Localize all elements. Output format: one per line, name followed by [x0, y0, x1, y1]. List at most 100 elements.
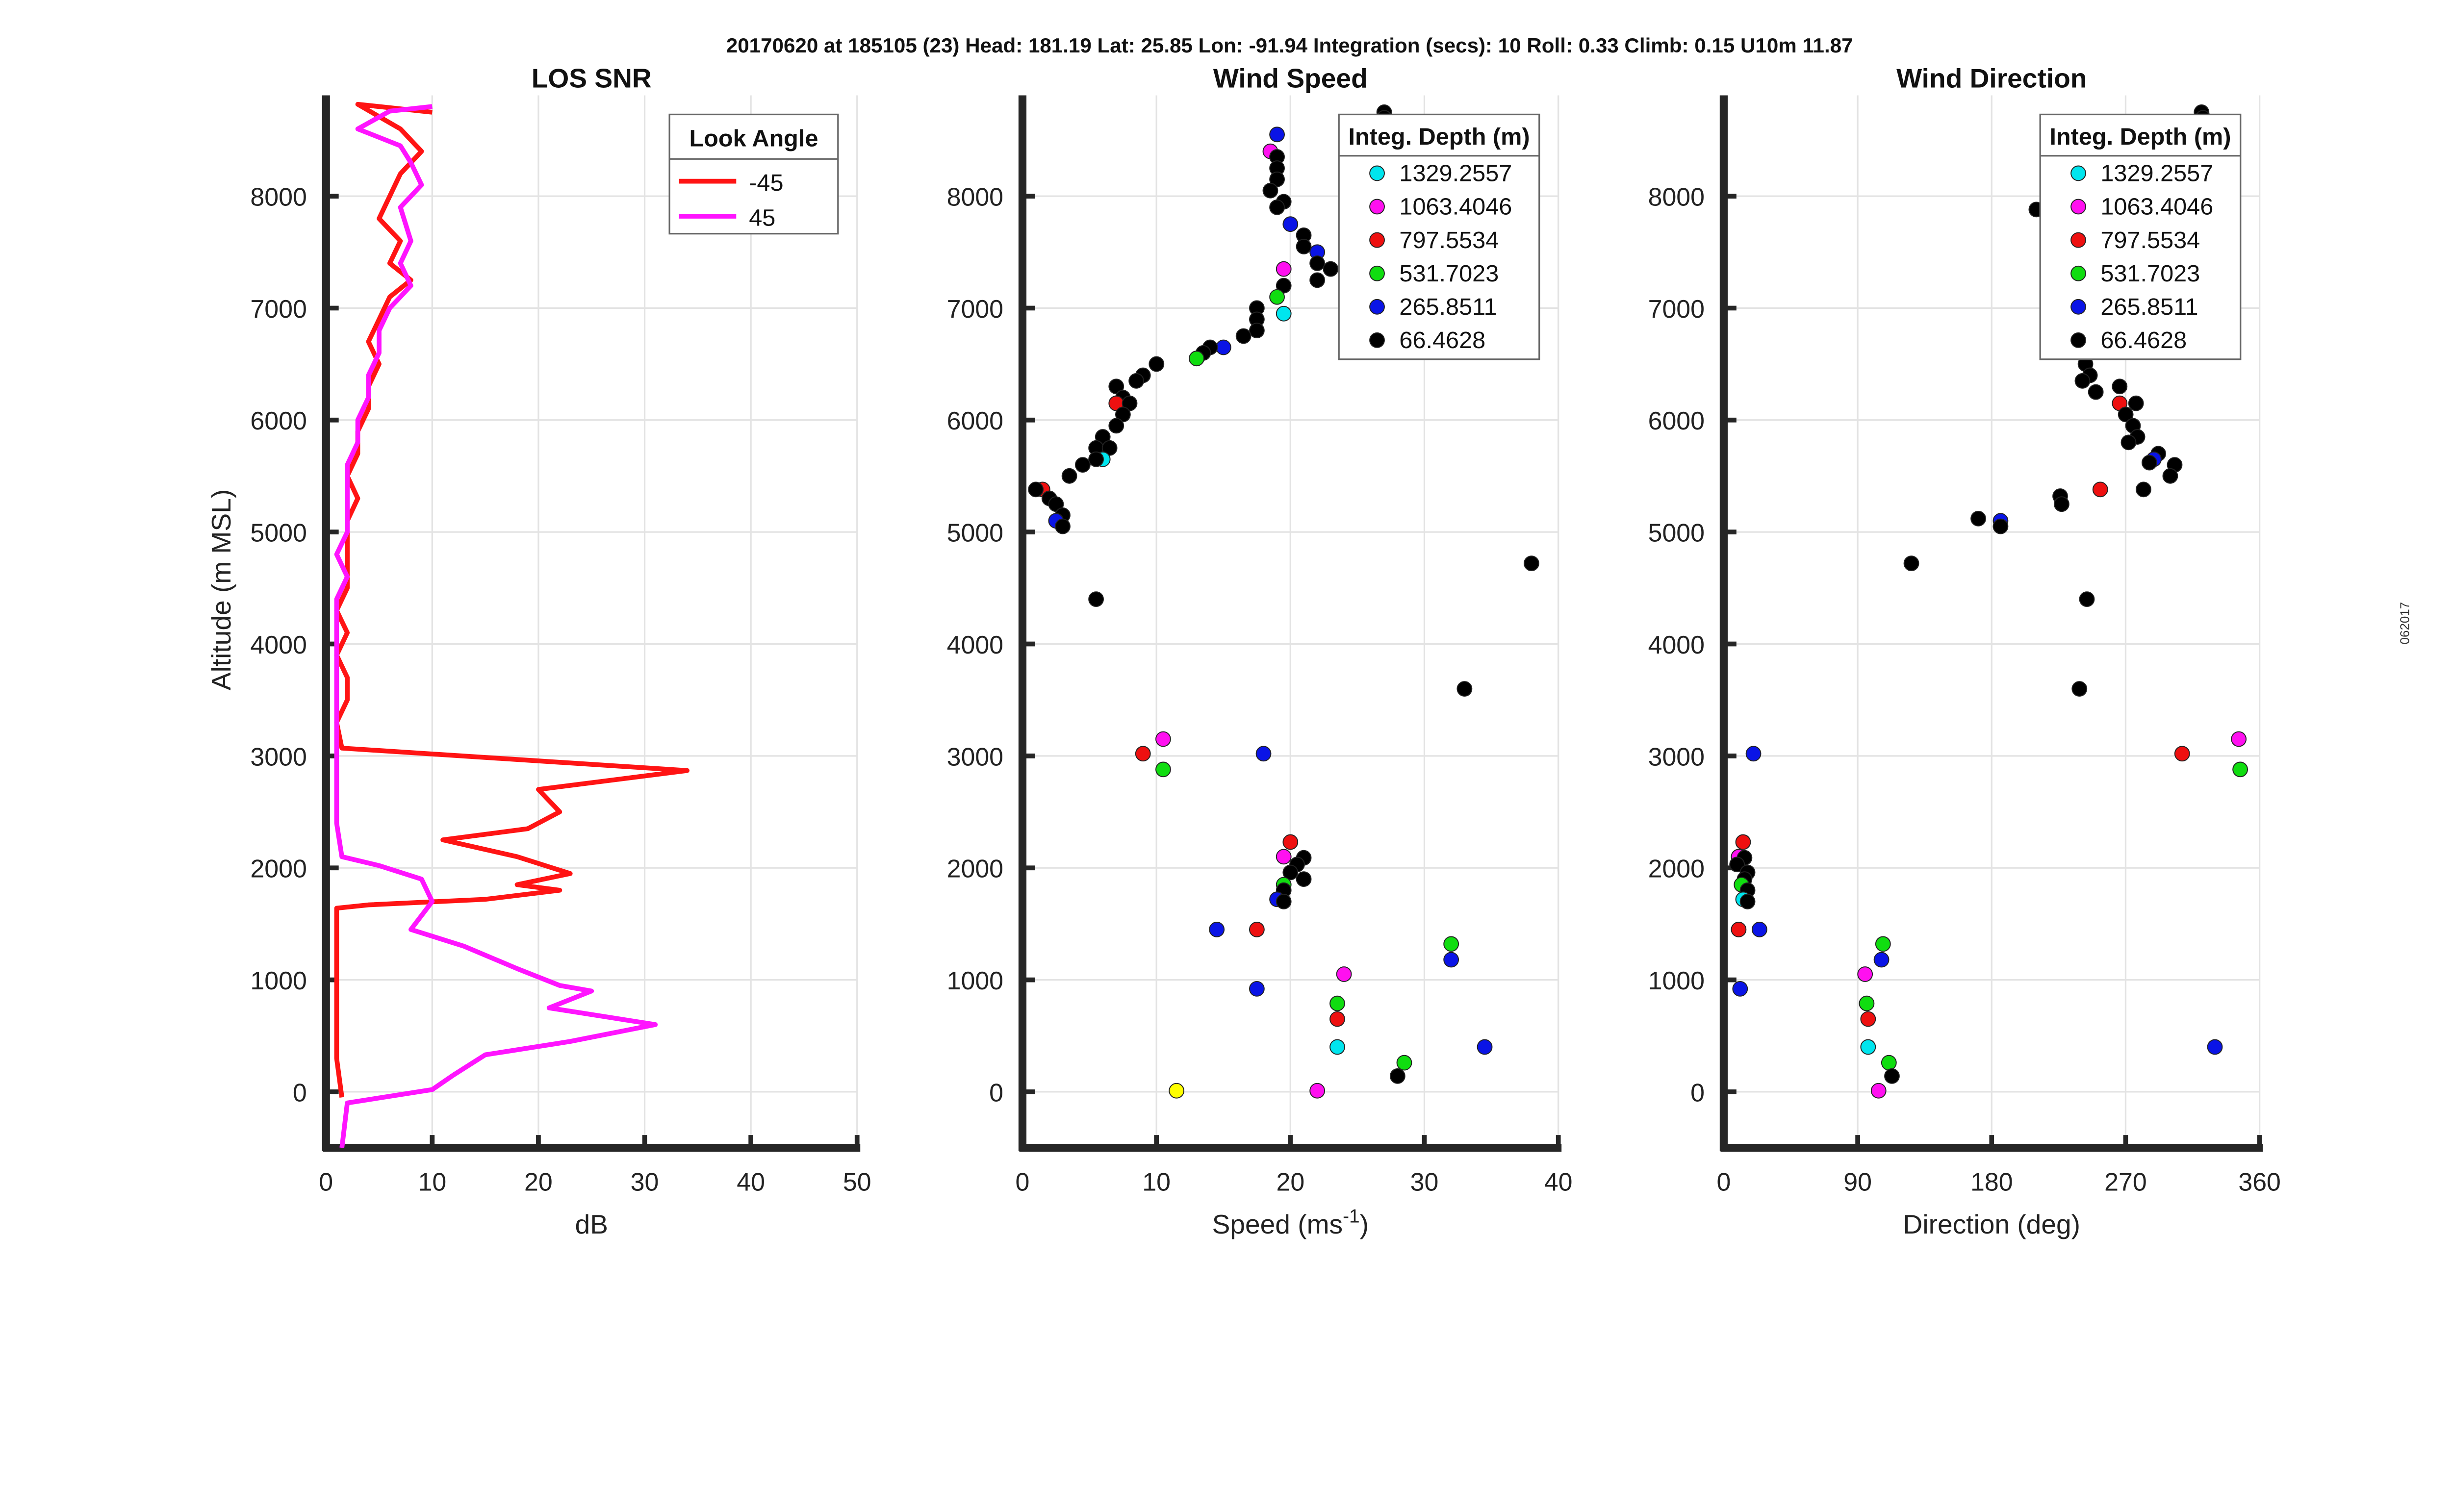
speed-x-label: Speed (ms-1) — [1212, 1206, 1369, 1240]
data-point-black — [1055, 518, 1071, 534]
data-point-blue — [1249, 981, 1265, 997]
x-tick-label: 10 — [418, 1168, 446, 1196]
y-tick-label: 4000 — [1648, 630, 1705, 659]
data-point-yellow — [1169, 1083, 1185, 1099]
x-tick-label: 0 — [319, 1168, 333, 1196]
data-point-green — [1443, 936, 1459, 952]
legend-swatch — [2070, 165, 2086, 181]
y-tick-label: 7000 — [1648, 295, 1705, 323]
y-tick-label: 2000 — [250, 855, 306, 883]
data-point-black — [1108, 418, 1124, 434]
x-tick-label: 270 — [2104, 1168, 2147, 1196]
data-point-magenta — [1276, 849, 1292, 865]
data-point-blue — [1255, 746, 1272, 762]
legend-swatch — [1369, 332, 1385, 348]
figure: 20170620 at 185105 (23) Head: 181.19 Lat… — [206, 34, 2412, 1239]
data-point-black — [2142, 454, 2157, 471]
snr-axes: 0 10 20 30 40 50 0 1000 2000 3000 4000 5000 6000 7000… — [206, 63, 871, 1239]
data-point-blue — [1873, 952, 1890, 968]
data-point-green — [1329, 995, 1345, 1011]
y-tick-label: 1000 — [1648, 966, 1705, 995]
data-point-green — [2232, 761, 2248, 778]
data-point-black — [1101, 440, 1118, 456]
data-point-black — [1992, 518, 2009, 534]
legend-swatch — [2070, 265, 2086, 281]
legend-label: 265.8511 — [2100, 294, 2198, 320]
data-point-red — [1735, 834, 1751, 850]
data-point-red — [1249, 922, 1265, 937]
y-tick-label: 0 — [293, 1078, 307, 1107]
speed-title: Wind Speed — [1213, 63, 1368, 93]
data-point-green — [1396, 1055, 1412, 1071]
data-point-black — [1088, 451, 1104, 467]
legend-swatch — [1369, 265, 1385, 281]
data-point-black — [1903, 555, 1919, 572]
data-point-magenta — [1155, 731, 1171, 747]
data-point-blue — [1443, 952, 1459, 968]
legend-swatch — [1369, 199, 1385, 215]
direction-x-label: Direction (deg) — [1903, 1209, 2080, 1239]
x-tick-label: 360 — [2238, 1168, 2281, 1196]
legend-swatch — [2070, 232, 2086, 248]
y-tick-label: 6000 — [250, 406, 306, 435]
legend-title: Integ. Depth (m) — [2049, 124, 2231, 150]
data-point-red — [1731, 922, 1747, 937]
y-tick-label: 6000 — [947, 406, 1003, 435]
y-tick-label: 6000 — [1648, 406, 1705, 435]
legend-label: 1063.4046 — [2100, 194, 2213, 220]
data-point-black — [1235, 328, 1252, 344]
data-point-blue — [2207, 1039, 2223, 1055]
y-tick-label: 5000 — [250, 519, 306, 547]
data-point-blue — [1215, 339, 1231, 355]
data-point-black — [1249, 323, 1265, 339]
snr-y-label: Altitude (m MSL) — [206, 489, 236, 690]
data-point-black — [2079, 591, 2095, 607]
legend-title: Integ. Depth (m) — [1348, 124, 1530, 150]
x-tick-label: 0 — [1716, 1168, 1731, 1196]
legend-label: 66.4628 — [2100, 327, 2187, 353]
snr-title: LOS SNR — [532, 63, 652, 93]
data-point-black — [1296, 871, 1312, 887]
y-tick-label: 3000 — [947, 742, 1003, 771]
data-point-black — [1884, 1068, 1900, 1084]
data-point-black — [2074, 373, 2091, 389]
series-line--45 — [334, 101, 690, 1098]
y-tick-label: 0 — [989, 1078, 1003, 1107]
data-point-magenta — [1276, 261, 1292, 277]
data-point-black — [1729, 857, 1745, 873]
legend-label: 1063.4046 — [1399, 194, 1512, 220]
data-point-black — [2120, 434, 2137, 451]
data-point-black — [1282, 864, 1299, 881]
y-tick-label: 7000 — [250, 295, 306, 323]
data-point-black — [1276, 893, 1292, 909]
data-point-black — [2088, 384, 2104, 400]
data-point-black — [1296, 239, 1312, 254]
data-point-magenta — [2231, 731, 2247, 747]
x-tick-label: 20 — [1276, 1168, 1304, 1196]
speed-legend: Integ. Depth (m) 1329.2557 1063.4046 797.55… — [1338, 113, 1540, 360]
y-tick-label: 4000 — [947, 630, 1003, 659]
data-point-black — [1061, 468, 1077, 484]
data-point-green — [1875, 936, 1891, 952]
data-point-green — [1269, 289, 1285, 305]
data-point-magenta — [1857, 966, 1873, 982]
data-point-green — [1189, 351, 1204, 367]
data-point-black — [2136, 481, 2151, 498]
data-point-cyan — [1276, 305, 1292, 322]
data-point-black — [1524, 555, 1539, 572]
data-point-red — [2174, 746, 2190, 762]
speed-axes: 0 10 20 30 40 0 1000 2000 3000 4000 5000 6000 7000 80… — [947, 63, 1573, 1239]
data-point-magenta — [1870, 1083, 1887, 1099]
data-point-black — [1074, 457, 1091, 473]
data-point-black — [2054, 496, 2069, 512]
direction-title: Wind Direction — [1896, 63, 2087, 93]
data-point-black — [2071, 681, 2088, 697]
data-point-green — [1881, 1055, 1897, 1071]
legend-label: 1329.2557 — [1399, 160, 1512, 187]
data-point-red — [2092, 481, 2108, 498]
data-point-black — [2128, 395, 2144, 411]
side-stamp: 062017 — [2398, 602, 2412, 645]
x-tick-label: 30 — [1410, 1168, 1439, 1196]
direction-axes: 0 90 180 270 360 0 1000 2000 3000 4000 5000 6000 700… — [1648, 63, 2281, 1239]
figure-title: 20170620 at 185105 (23) Head: 181.19 Lat… — [726, 34, 1853, 57]
